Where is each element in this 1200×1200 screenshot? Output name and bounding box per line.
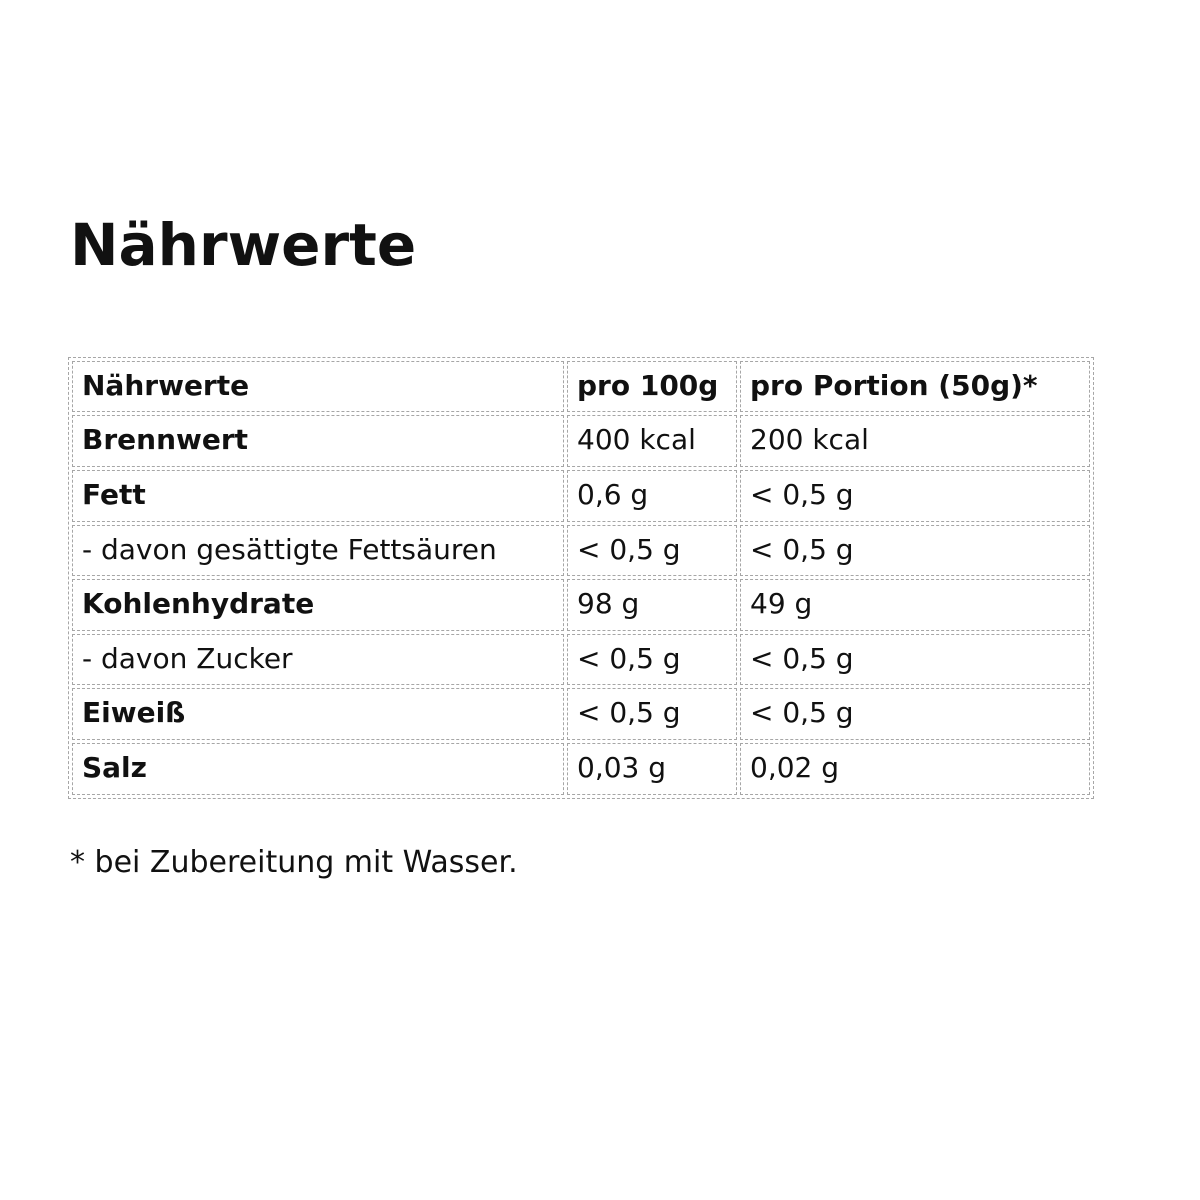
row-label-gesaettigte-fettsaeuren: - davon gesättigte Fettsäuren xyxy=(72,524,564,577)
value-per-100g: < 0,5 g xyxy=(567,688,737,741)
header-cell-per-portion: pro Portion (50g)* xyxy=(740,360,1090,413)
table-row: - davon Zucker < 0,5 g < 0,5 g xyxy=(72,633,1090,686)
value-per-100g: < 0,5 g xyxy=(567,524,737,577)
page-title: Nährwerte xyxy=(70,211,417,279)
header-cell-nutrient: Nährwerte xyxy=(72,360,564,413)
table-row: Salz 0,03 g 0,02 g xyxy=(72,743,1090,795)
value-per-100g: 0,6 g xyxy=(567,469,737,522)
value-per-portion: < 0,5 g xyxy=(740,524,1090,577)
row-label-zucker: - davon Zucker xyxy=(72,633,564,686)
value-per-portion: < 0,5 g xyxy=(740,688,1090,741)
table-row: Kohlenhydrate 98 g 49 g xyxy=(72,579,1090,631)
table-header-row: Nährwerte pro 100g pro Portion (50g)* xyxy=(72,360,1090,413)
header-cell-per-100g: pro 100g xyxy=(567,360,737,413)
row-label-salz: Salz xyxy=(72,743,564,795)
value-per-portion: 200 kcal xyxy=(740,415,1090,467)
value-per-portion: < 0,5 g xyxy=(740,633,1090,686)
value-per-100g: 0,03 g xyxy=(567,743,737,795)
row-label-fett: Fett xyxy=(72,469,564,522)
table-row: Eiweiß < 0,5 g < 0,5 g xyxy=(72,688,1090,741)
value-per-portion: 0,02 g xyxy=(740,743,1090,795)
row-label-eiweiss: Eiweiß xyxy=(72,688,564,741)
nutrition-table: Nährwerte pro 100g pro Portion (50g)* Br… xyxy=(68,356,1094,799)
value-per-100g: < 0,5 g xyxy=(567,633,737,686)
value-per-100g: 98 g xyxy=(567,579,737,631)
table-row: Fett 0,6 g < 0,5 g xyxy=(72,469,1090,522)
value-per-portion: < 0,5 g xyxy=(740,469,1090,522)
preparation-footnote: * bei Zubereitung mit Wasser. xyxy=(70,844,518,880)
table-row: Brennwert 400 kcal 200 kcal xyxy=(72,415,1090,467)
row-label-brennwert: Brennwert xyxy=(72,415,564,467)
nutrition-section: Nährwerte Nährwerte pro 100g pro Portion… xyxy=(68,212,1108,882)
value-per-100g: 400 kcal xyxy=(567,415,737,467)
table-row: - davon gesättigte Fettsäuren < 0,5 g < … xyxy=(72,524,1090,577)
value-per-portion: 49 g xyxy=(740,579,1090,631)
row-label-kohlenhydrate: Kohlenhydrate xyxy=(72,579,564,631)
